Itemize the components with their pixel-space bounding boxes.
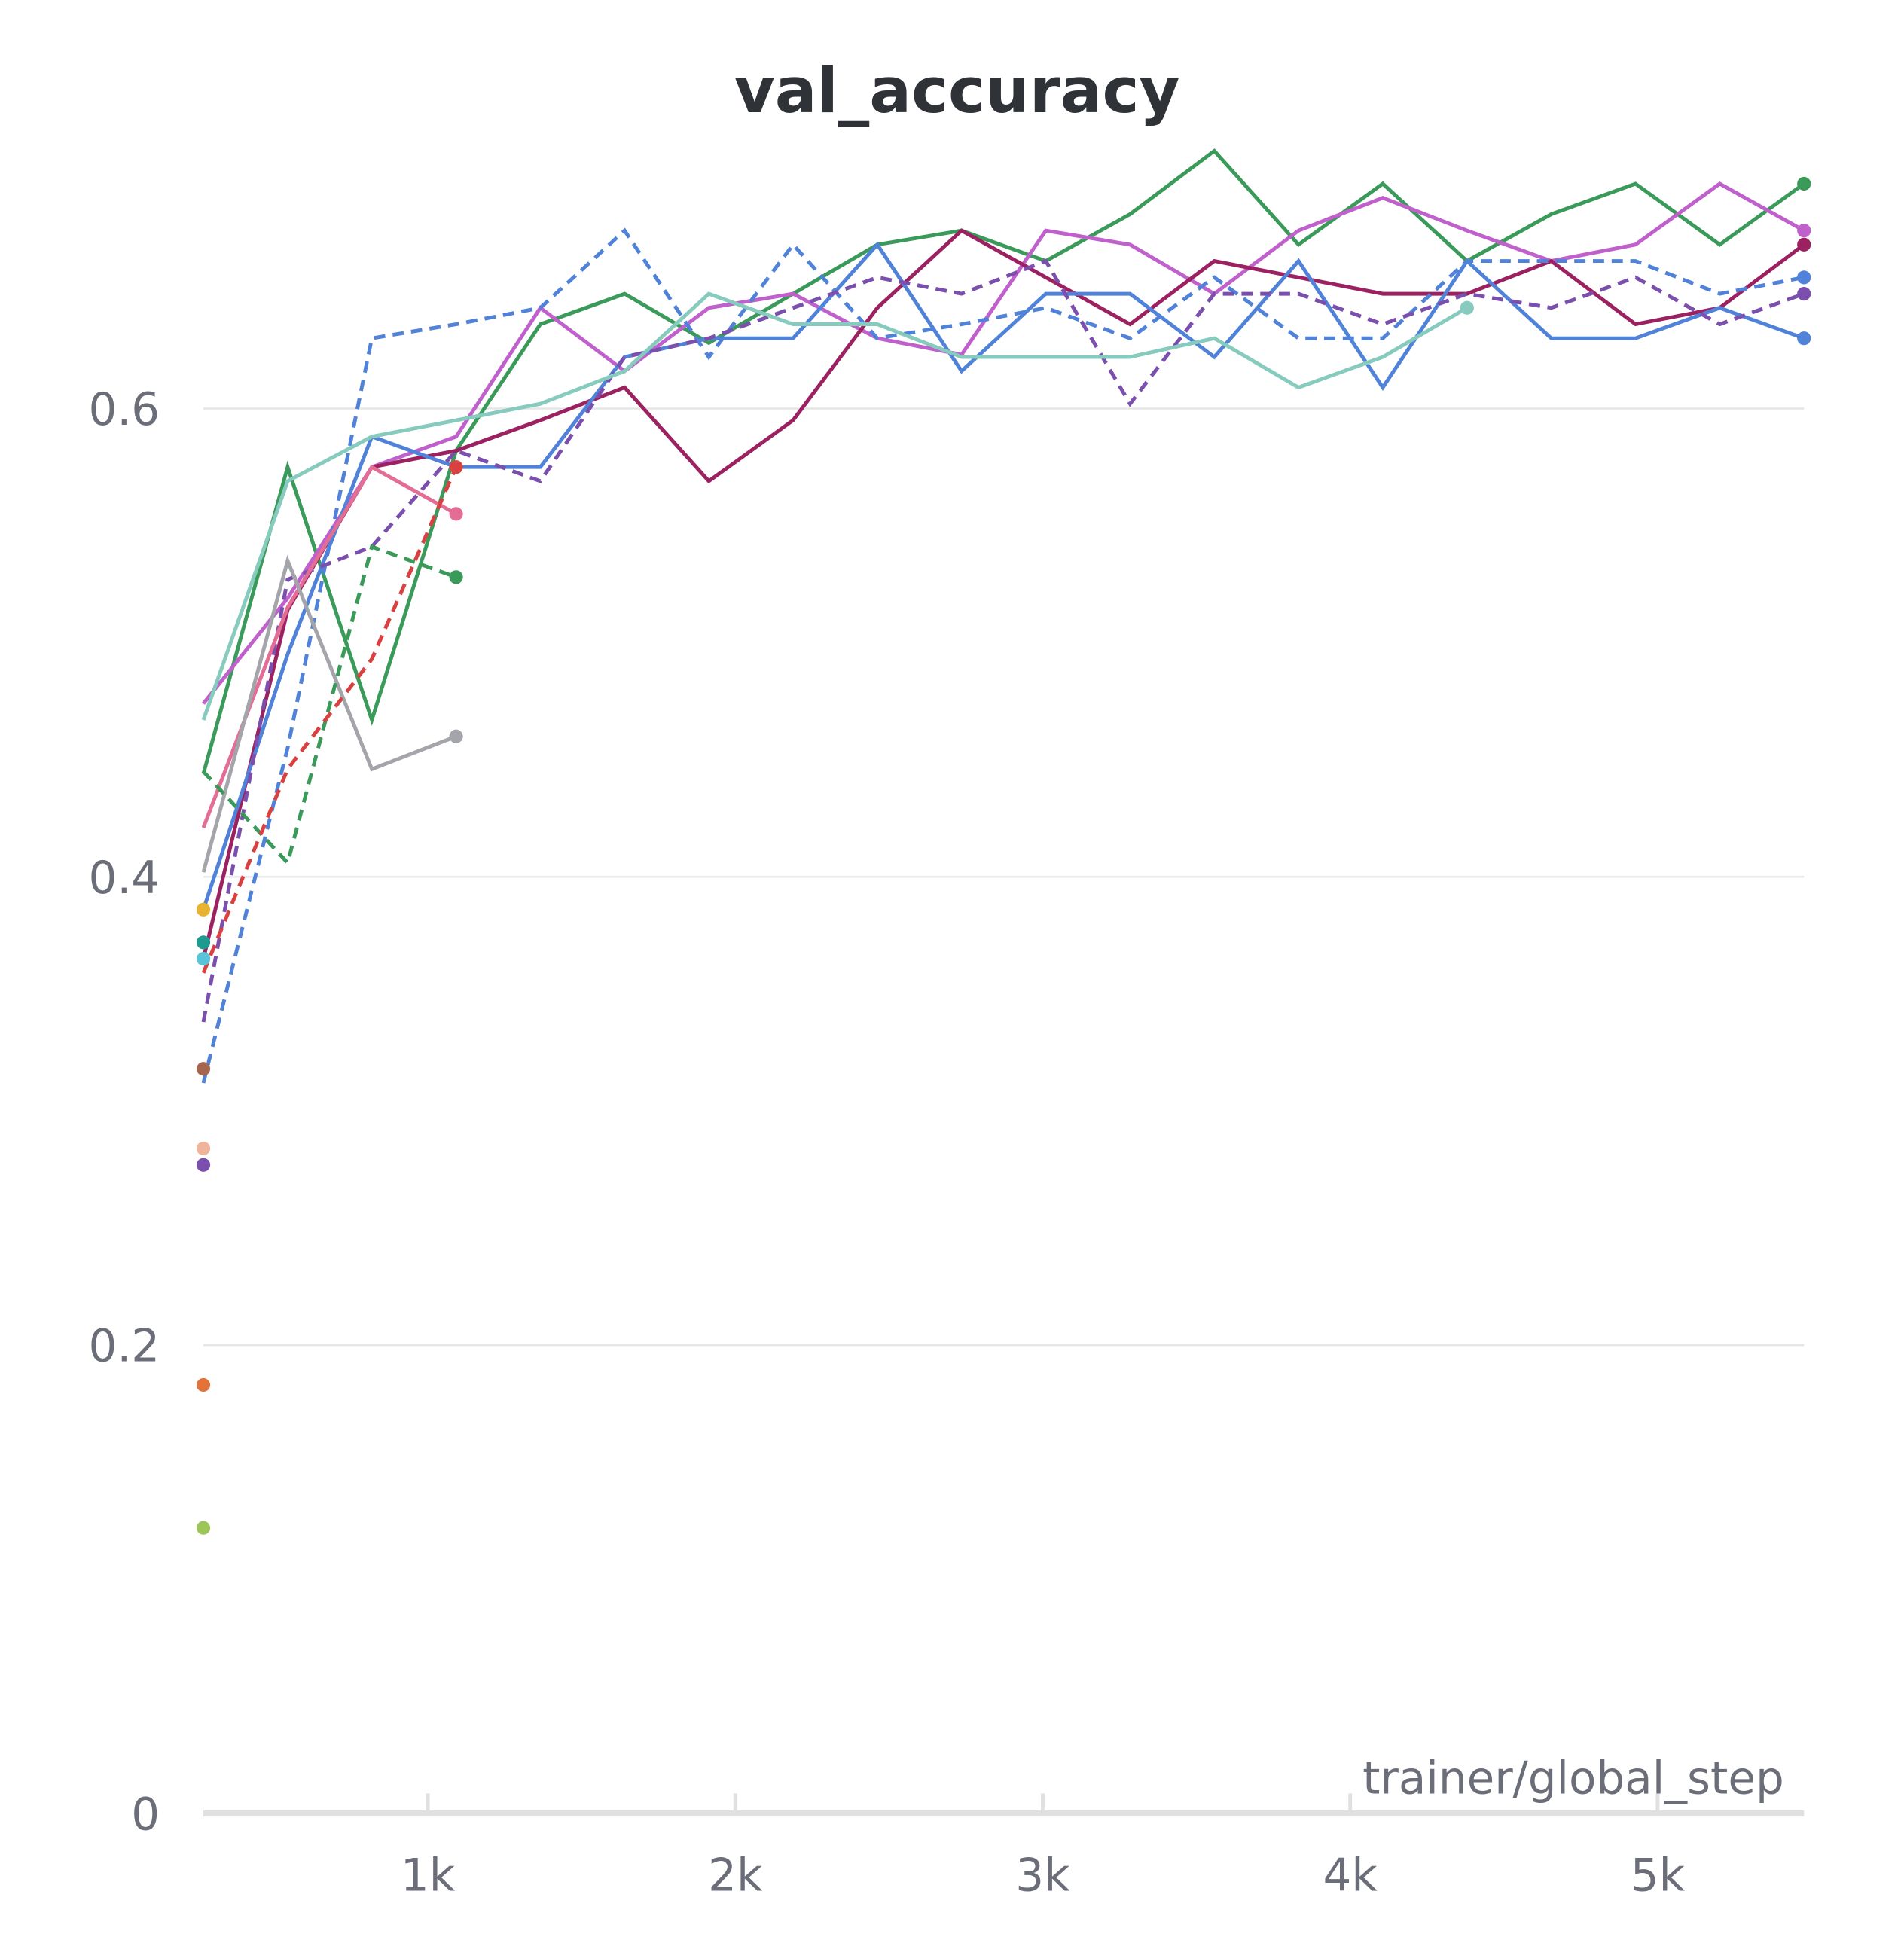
- end-dot: [1797, 176, 1811, 191]
- end-dot: [196, 1141, 211, 1156]
- y-tick-label: 0.2: [88, 1321, 160, 1373]
- series-line: [201, 291, 1469, 721]
- x-tick-label: 2k: [708, 1850, 763, 1902]
- chart-title: val_accuracy: [734, 54, 1180, 127]
- end-dot: [1797, 331, 1811, 346]
- end-dot: [1797, 270, 1811, 285]
- end-dot: [196, 1158, 211, 1172]
- end-dot: [1460, 300, 1474, 315]
- x-tick-label: 3k: [1015, 1850, 1070, 1902]
- end-dot: [196, 935, 211, 950]
- end-dot: [196, 1521, 211, 1535]
- end-dot: [449, 729, 463, 743]
- end-dot: [449, 570, 463, 584]
- series-line: [201, 258, 1805, 1023]
- y-tick-label: 0: [131, 1789, 160, 1841]
- x-tick-label: 4k: [1323, 1850, 1378, 1902]
- x-tick-label: 5k: [1631, 1850, 1686, 1902]
- y-tick-label: 0.6: [88, 384, 160, 436]
- end-dot: [196, 902, 211, 917]
- end-dot: [196, 952, 211, 966]
- end-dot: [1797, 237, 1811, 252]
- y-tick-label: 0.4: [88, 853, 160, 904]
- series-line: [202, 544, 457, 867]
- series-line: [201, 148, 1805, 775]
- end-dot: [1797, 224, 1811, 238]
- series-line: [201, 466, 458, 974]
- end-dot: [449, 507, 463, 521]
- series-line: [202, 181, 1805, 705]
- end-dot: [449, 460, 463, 474]
- series-line: [201, 464, 457, 828]
- end-dot: [196, 1062, 211, 1076]
- x-tick-label: 1k: [401, 1850, 456, 1902]
- end-dot: [196, 1377, 211, 1392]
- series-line: [201, 241, 1805, 910]
- x-axis-label: trainer/global_step: [1362, 1753, 1784, 1805]
- series-line: [201, 228, 1805, 959]
- end-dot: [1797, 287, 1811, 301]
- series-line: [201, 227, 1805, 1084]
- series-line: [201, 554, 457, 873]
